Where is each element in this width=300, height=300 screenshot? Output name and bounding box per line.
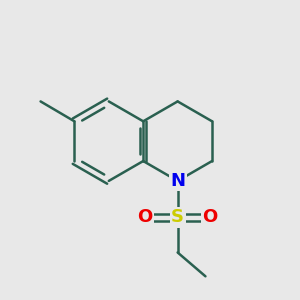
Text: O: O <box>202 208 218 226</box>
Text: S: S <box>171 208 184 226</box>
Text: N: N <box>170 172 185 190</box>
Text: O: O <box>137 208 153 226</box>
